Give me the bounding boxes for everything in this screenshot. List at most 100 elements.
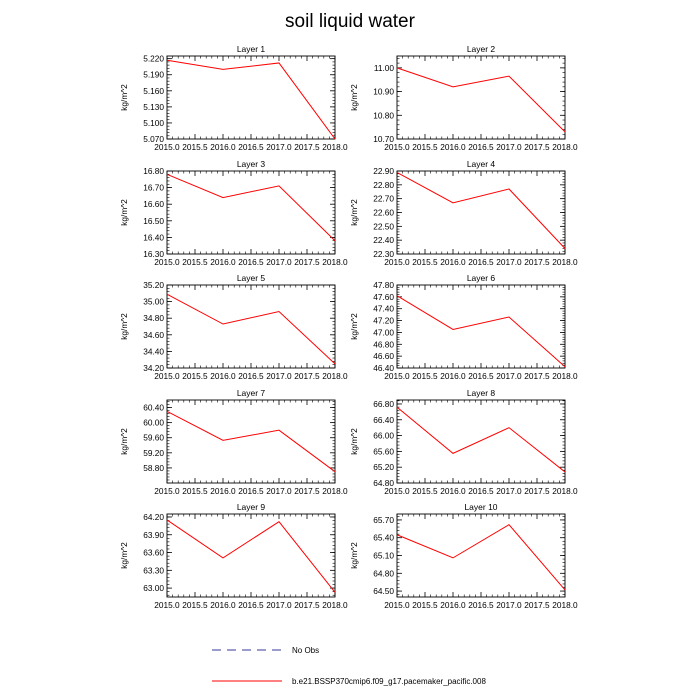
y-tick-label: 60.00 <box>143 418 164 428</box>
panel-title: Layer 3 <box>237 159 266 169</box>
plot-frame <box>166 284 336 369</box>
y-tick-label: 10.70 <box>373 134 394 144</box>
y-tick-label: 22.70 <box>373 194 394 204</box>
y-tick-label: 16.70 <box>143 183 164 193</box>
y-tick-label: 65.20 <box>373 462 394 472</box>
x-tick-label: 2017.0 <box>496 486 522 496</box>
x-tick-label: 2017.5 <box>294 600 320 610</box>
y-tick-label: 22.40 <box>373 235 394 245</box>
y-tick-label: 34.40 <box>143 346 164 356</box>
y-tick-label: 34.20 <box>143 363 164 373</box>
x-tick-label: 2017.0 <box>266 486 292 496</box>
plot-frame <box>166 399 336 484</box>
x-tick-label: 2015.5 <box>182 257 208 267</box>
panel-title: Layer 5 <box>237 273 266 283</box>
x-tick-label: 2017.5 <box>294 371 320 381</box>
y-tick-label: 5.190 <box>143 70 164 80</box>
x-tick-label: 2016.5 <box>468 371 494 381</box>
y-axis-label: kg/m^2 <box>119 313 129 340</box>
y-tick-label: 59.20 <box>143 448 164 458</box>
y-tick-label: 47.40 <box>373 304 394 314</box>
x-tick-label: 2016.0 <box>440 142 466 152</box>
y-tick-label: 46.80 <box>373 339 394 349</box>
y-axis-label: kg/m^2 <box>349 84 359 111</box>
y-tick-label: 63.30 <box>143 565 164 575</box>
x-tick-label: 2015.0 <box>384 486 410 496</box>
y-tick-label: 16.30 <box>143 249 164 259</box>
y-axis-label: kg/m^2 <box>349 199 359 226</box>
y-tick-label: 5.070 <box>143 134 164 144</box>
x-tick-label: 2017.0 <box>266 257 292 267</box>
panel-title: Layer 7 <box>237 388 266 398</box>
y-axis-label: kg/m^2 <box>119 84 129 111</box>
x-tick-label: 2018.0 <box>552 486 578 496</box>
x-tick-label: 2015.5 <box>412 371 438 381</box>
series-line-model <box>396 524 566 591</box>
legend-model-label: b.e21.BSSP370cmip6.f09_g17.pacemaker_pac… <box>292 677 486 686</box>
y-axis-label: kg/m^2 <box>349 428 359 455</box>
plot-frame <box>166 55 336 140</box>
plot-frame <box>166 513 336 598</box>
y-tick-label: 64.80 <box>373 568 394 578</box>
y-tick-label: 16.40 <box>143 232 164 242</box>
y-tick-label: 47.80 <box>373 280 394 290</box>
x-tick-label: 2016.5 <box>238 600 264 610</box>
y-tick-label: 35.00 <box>143 297 164 307</box>
panel-title: Layer 4 <box>467 159 496 169</box>
x-tick-label: 2018.0 <box>322 486 348 496</box>
y-tick-label: 16.60 <box>143 199 164 209</box>
series-line-model <box>396 295 566 368</box>
x-tick-label: 2015.5 <box>412 486 438 496</box>
x-tick-label: 2018.0 <box>552 600 578 610</box>
x-tick-label: 2017.0 <box>496 371 522 381</box>
y-tick-label: 10.90 <box>373 87 394 97</box>
y-tick-label: 65.40 <box>373 533 394 543</box>
series-line-model <box>166 519 336 593</box>
y-tick-label: 58.80 <box>143 463 164 473</box>
y-tick-label: 35.20 <box>143 280 164 290</box>
x-tick-label: 2015.5 <box>412 600 438 610</box>
plot-frame <box>396 170 566 255</box>
y-tick-label: 5.130 <box>143 102 164 112</box>
plot-frame <box>396 284 566 369</box>
y-tick-label: 22.30 <box>373 249 394 259</box>
plot-frame <box>396 513 566 598</box>
panel-title: Layer 9 <box>237 502 266 512</box>
x-tick-label: 2015.5 <box>412 257 438 267</box>
x-tick-label: 2015.0 <box>154 257 180 267</box>
series-line-model <box>166 173 336 242</box>
y-tick-label: 22.80 <box>373 180 394 190</box>
x-tick-label: 2018.0 <box>322 142 348 152</box>
y-tick-label: 65.60 <box>373 446 394 456</box>
y-tick-label: 47.20 <box>373 316 394 326</box>
x-tick-label: 2017.5 <box>524 600 550 610</box>
x-tick-label: 2017.0 <box>266 142 292 152</box>
y-axis-label: kg/m^2 <box>119 542 129 569</box>
y-axis-label: kg/m^2 <box>119 428 129 455</box>
x-tick-label: 2016.5 <box>238 486 264 496</box>
x-tick-label: 2016.5 <box>468 257 494 267</box>
x-tick-label: 2016.5 <box>468 142 494 152</box>
x-tick-label: 2017.5 <box>524 486 550 496</box>
y-tick-label: 66.00 <box>373 431 394 441</box>
x-tick-label: 2017.5 <box>524 257 550 267</box>
series-line-model <box>396 67 566 133</box>
x-tick-label: 2018.0 <box>552 257 578 267</box>
series-line-model <box>166 293 336 365</box>
y-tick-label: 46.60 <box>373 351 394 361</box>
y-tick-label: 5.100 <box>143 118 164 128</box>
x-tick-label: 2017.5 <box>294 257 320 267</box>
y-tick-label: 22.60 <box>373 208 394 218</box>
panel-title: Layer 8 <box>467 388 496 398</box>
y-tick-label: 10.80 <box>373 110 394 120</box>
plot-frame <box>396 55 566 140</box>
series-line-model <box>396 406 566 473</box>
plot-frame <box>396 399 566 484</box>
y-tick-label: 5.160 <box>143 86 164 96</box>
